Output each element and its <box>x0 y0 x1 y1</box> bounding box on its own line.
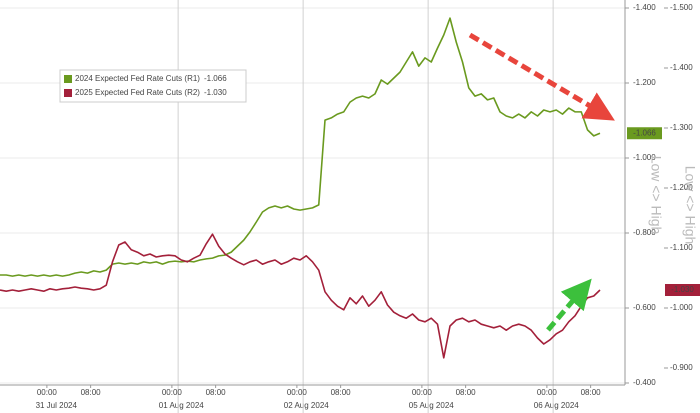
legend-value: -1.030 <box>204 88 227 97</box>
y2-tick-label: -1.500 <box>670 3 693 12</box>
x-tick-label: 00:00 <box>537 388 558 397</box>
series-line <box>0 17 601 277</box>
x-tick-label: 00:00 <box>287 388 308 397</box>
value-tag <box>627 127 662 140</box>
value-tag-label: -1.030 <box>671 285 694 294</box>
x-tick-label: 00:00 <box>37 388 58 397</box>
y2-axis-title: Low <> High <box>682 166 698 245</box>
x-tick-label: 00:00 <box>412 388 433 397</box>
y2-tick-label: -1.100 <box>670 243 693 252</box>
legend-label: 2025 Expected Fed Rate Cuts (R2) <box>75 88 200 97</box>
y-tick-label: -0.800 <box>633 228 656 237</box>
y-tick-label: -0.600 <box>633 303 656 312</box>
y-tick-label: -1.200 <box>633 78 656 87</box>
y2-tick-label: -0.900 <box>670 363 693 372</box>
x-tick-label: 08:00 <box>456 388 477 397</box>
legend-swatch <box>64 89 72 97</box>
date-label: 31 Jul 2024 <box>36 401 78 410</box>
y-axis-title: Low <> High <box>648 156 664 235</box>
legend-value: -1.066 <box>204 74 227 83</box>
y-tick-label: -0.400 <box>633 378 656 387</box>
x-tick-label: 08:00 <box>331 388 352 397</box>
legend-swatch <box>64 75 72 83</box>
y2-tick-label: -1.200 <box>670 183 693 192</box>
legend-label: 2024 Expected Fed Rate Cuts (R1) <box>75 74 200 83</box>
value-tag-label: -1.066 <box>633 128 656 137</box>
date-label: 05 Aug 2024 <box>409 401 454 410</box>
y-tick-label: -1.000 <box>633 153 656 162</box>
date-label: 02 Aug 2024 <box>284 401 329 410</box>
x-tick-label: 08:00 <box>81 388 102 397</box>
x-tick-label: 08:00 <box>206 388 227 397</box>
y2-tick-label: -1.000 <box>670 303 693 312</box>
y-tick-label: -1.400 <box>633 3 656 12</box>
series-line <box>0 233 601 359</box>
date-label: 06 Aug 2024 <box>534 401 579 410</box>
y2-tick-label: -1.300 <box>670 123 693 132</box>
legend-box <box>59 69 247 103</box>
trend-arrow <box>546 278 592 332</box>
x-tick-label: 00:00 <box>162 388 183 397</box>
y2-tick-label: -1.400 <box>670 63 693 72</box>
date-label: 01 Aug 2024 <box>159 401 204 410</box>
trend-arrow <box>468 32 615 121</box>
x-tick-label: 08:00 <box>581 388 602 397</box>
value-tag <box>665 284 700 296</box>
